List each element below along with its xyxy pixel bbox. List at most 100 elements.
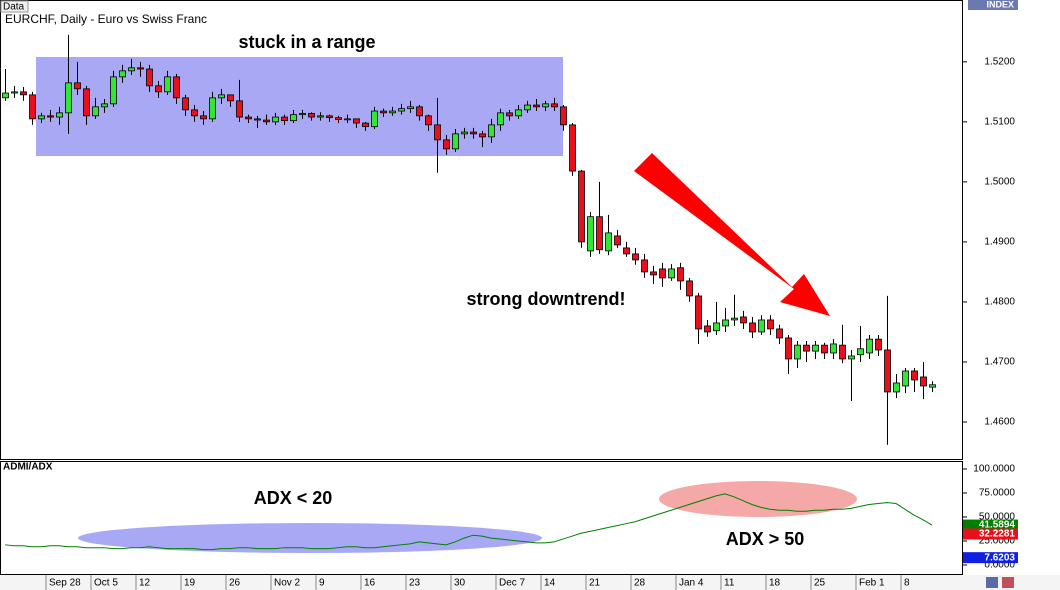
candle-body [164, 76, 171, 93]
candle-body [56, 112, 63, 118]
candle-body [479, 133, 486, 138]
y-tick-label: 1.4700 [984, 357, 1015, 368]
scroll-button[interactable] [986, 577, 998, 588]
y-tick-label: 50.0000 [979, 512, 1016, 523]
candle-body [65, 82, 72, 114]
y-tick-label: 0.0000 [984, 560, 1015, 571]
annotation: stuck in a range [238, 32, 375, 52]
candle-body [227, 94, 234, 102]
x-tick-label: 26 [229, 578, 241, 589]
candle-body [875, 338, 882, 351]
x-tick-label: 16 [364, 578, 376, 589]
candle-body [209, 97, 216, 120]
candle-body [425, 115, 432, 126]
candle-body [353, 118, 360, 124]
candle-body [488, 124, 495, 138]
candle-body [533, 104, 540, 108]
candle-body [83, 88, 90, 117]
candle-body [803, 344, 810, 352]
close-button[interactable] [1002, 577, 1014, 588]
candle-body [542, 103, 549, 108]
x-tick-label: 30 [454, 578, 466, 589]
candle-body [569, 124, 576, 172]
candle-body [722, 319, 729, 327]
candle-body [596, 216, 603, 251]
candle-body [497, 112, 504, 126]
candle-body [839, 344, 846, 360]
candle-body [506, 112, 513, 117]
candle-body [560, 106, 567, 126]
candle-body [713, 322, 720, 332]
candle-body [308, 113, 315, 118]
main-frame [0, 0, 963, 460]
candle-body [218, 94, 225, 99]
candle-body [173, 76, 180, 99]
candle-body [344, 118, 351, 121]
y-tick-label: 1.4600 [984, 417, 1015, 428]
y-tick-label: 1.4800 [984, 297, 1015, 308]
x-tick-label: Jan 4 [679, 578, 704, 589]
candle-body [929, 384, 936, 388]
x-tick-label: 28 [634, 578, 646, 589]
candle-body [551, 103, 558, 108]
candle-body [182, 97, 189, 111]
y-tick-label: 75.0000 [979, 488, 1016, 499]
candle-body [704, 325, 711, 333]
candle-body [272, 116, 279, 123]
candle-body [335, 117, 342, 120]
axis-label: INDEX [986, 0, 1014, 9]
x-tick-label: Sep 28 [49, 578, 81, 589]
x-tick-label: 11 [724, 578, 735, 589]
candle-body [29, 94, 36, 120]
candle-body [686, 280, 693, 297]
readout-box [963, 552, 1018, 564]
low-adx-highlight [78, 523, 542, 553]
candle-body [848, 355, 855, 360]
candle-body [263, 119, 270, 123]
candle-body [245, 116, 252, 120]
candle-body [524, 104, 531, 111]
candle-body [398, 108, 405, 112]
candle-body [389, 110, 396, 114]
tag: Data [3, 2, 25, 13]
high-adx-highlight [659, 481, 857, 517]
candle-body [317, 115, 324, 118]
candle-body [812, 344, 819, 352]
candle-body [146, 68, 153, 87]
readout-label: 7.6203 [984, 552, 1015, 563]
x-tick-label: Oct 5 [94, 578, 118, 589]
annotation: strong downtrend! [467, 289, 626, 309]
candle-body [650, 271, 657, 276]
candle-body [668, 268, 675, 279]
candle-body [38, 115, 45, 120]
candle-body [758, 319, 765, 333]
y-tick-label: 1.4900 [984, 237, 1015, 248]
candle-body [137, 67, 144, 70]
candle-body [641, 259, 648, 273]
trend-arrow [634, 153, 830, 316]
candle-body [281, 116, 288, 122]
x-tick-label: 9 [319, 578, 325, 589]
readout-box [963, 519, 1018, 531]
candle-body [380, 110, 387, 114]
candle-body [20, 91, 27, 96]
candle-body [749, 322, 756, 333]
x-tick-label: 12 [139, 578, 151, 589]
candle-body [461, 131, 468, 135]
candle-body [695, 295, 702, 330]
candle-body [893, 382, 900, 393]
candle-body [830, 343, 837, 354]
candle-body [2, 92, 9, 99]
candle-body [605, 232, 612, 252]
adx-frame [0, 461, 963, 575]
candle-body [119, 70, 126, 78]
candle-body [236, 100, 243, 118]
x-tick-label: 19 [184, 578, 196, 589]
candle-body [920, 376, 927, 387]
candle-body [902, 370, 909, 387]
candle-body [740, 316, 747, 324]
candle-body [407, 106, 414, 110]
candle-body [290, 114, 297, 122]
x-axis-strip [0, 575, 1060, 590]
